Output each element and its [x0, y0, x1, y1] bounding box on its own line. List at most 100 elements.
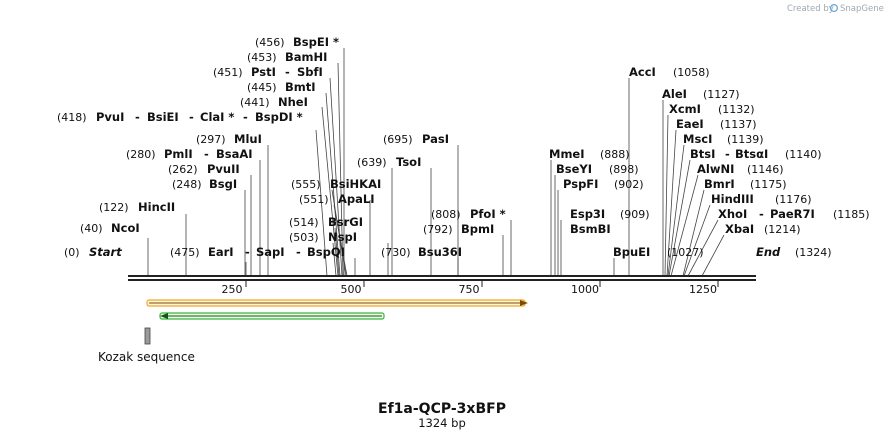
dna-backbone: [128, 275, 756, 287]
site-xcmi[interactable]: XcmI: [669, 102, 701, 116]
site-nspi[interactable]: NspI: [328, 230, 357, 244]
site-bmti[interactable]: BmtI: [285, 80, 316, 94]
backbone-top-strand: [128, 275, 756, 277]
connector-hindiii: [683, 204, 711, 277]
site-bspqi[interactable]: BspQI: [307, 245, 345, 259]
site-bamhi[interactable]: BamHI: [285, 50, 327, 64]
site-tsoi[interactable]: TsoI: [396, 155, 421, 169]
site-sbfi[interactable]: SbfI: [297, 65, 323, 79]
site-pos-alei: (1127): [703, 88, 740, 101]
connector-xcmi: [664, 114, 669, 277]
site-bsaai[interactable]: BsaAI: [216, 147, 253, 161]
site-sep-xhoi: -: [759, 207, 764, 221]
site-bspdi[interactable]: BspDI *: [255, 110, 303, 124]
site-bsmbi[interactable]: BsmBI: [570, 222, 611, 236]
site-eaei[interactable]: EaeI: [676, 117, 704, 131]
connector-bamhi: [337, 62, 344, 277]
site-sapi[interactable]: SapI: [256, 245, 285, 259]
site-bsu36i[interactable]: Bsu36I: [418, 245, 462, 259]
site-paer7i[interactable]: PaeR7I: [770, 207, 815, 221]
site-hincii[interactable]: HincII: [138, 200, 175, 214]
snapgene-watermark: Created by SnapGene: [787, 3, 884, 14]
site-sep-sapi: -: [296, 245, 301, 259]
feature-green-arrow-head: [160, 313, 168, 319]
site-pvuii[interactable]: PvuII: [207, 162, 240, 176]
site-sep-btsi: -: [725, 147, 730, 161]
connector-pvui: [315, 129, 328, 277]
site-alei[interactable]: AleI: [662, 87, 687, 101]
kozak-marker[interactable]: [144, 327, 151, 345]
site-bpuei[interactable]: BpuEI: [613, 245, 650, 259]
site-pvui[interactable]: PvuI: [96, 110, 124, 124]
tick-label: 1000: [571, 283, 599, 296]
site-pfoi[interactable]: PfoI *: [470, 207, 506, 221]
connector-eaei: [666, 129, 677, 277]
site-nhei[interactable]: NheI: [278, 95, 308, 109]
site-pos-xcmi: (1132): [718, 103, 755, 116]
site-start[interactable]: Start: [89, 245, 122, 259]
site-bsiei[interactable]: BsiEI: [147, 110, 179, 124]
site-psti[interactable]: PstI: [251, 65, 276, 79]
site-btsi[interactable]: BtsI: [690, 147, 715, 161]
site-xbai[interactable]: XbaI: [725, 222, 754, 236]
site-bsrgi[interactable]: BsrGI: [328, 215, 363, 229]
connector-bmti: [325, 92, 341, 277]
site-pos-pspfi: (902): [614, 178, 644, 191]
site-pos-bsgi: (248): [172, 178, 202, 191]
connector-psti: [329, 77, 343, 277]
site-pos-alwni: (1146): [747, 163, 784, 176]
site-sep-psti: -: [285, 65, 290, 79]
snapgene-logo-icon: [829, 3, 839, 13]
site-connector-lines: [147, 48, 725, 277]
feature-orange-arrow-head: [520, 300, 528, 306]
site-ncoi[interactable]: NcoI: [111, 221, 140, 235]
site-bsihkai[interactable]: BsiHKAI: [330, 177, 381, 191]
site-pos-nhei: (441): [240, 96, 270, 109]
feature-orange-forward[interactable]: [146, 299, 528, 307]
site-pspfi[interactable]: PspFI: [563, 177, 598, 191]
site-bsgi[interactable]: BsgI: [209, 177, 237, 191]
connector-bsrgi: [334, 227, 340, 277]
site-pos-apali: (551): [299, 193, 329, 206]
site-bspei[interactable]: BspEI *: [293, 35, 339, 49]
feature-green-reverse[interactable]: [159, 312, 385, 320]
site-pos-pvui: (418): [57, 111, 87, 124]
kozak-label: Kozak sequence: [98, 350, 195, 364]
site-pos-hindiii: (1176): [775, 193, 812, 206]
site-bmri[interactable]: BmrI: [704, 177, 735, 191]
feature-kozak[interactable]: Kozak sequence: [98, 327, 195, 364]
site-hindiii[interactable]: HindIII: [711, 192, 754, 206]
site-msci[interactable]: MscI: [683, 132, 712, 146]
site-pos-bseyi: (898): [609, 163, 639, 176]
site-mmei[interactable]: MmeI: [549, 147, 585, 161]
site-pos-bsrgi: (514): [289, 216, 319, 229]
site-sep-eari: -: [245, 245, 250, 259]
site-pos-mlui: (297): [196, 133, 226, 146]
tick-label: 750: [459, 283, 480, 296]
site-alwni[interactable]: AlwNI: [697, 162, 734, 176]
site-bseyi[interactable]: BseYI: [556, 162, 592, 176]
site-pos-btsi: (1140): [785, 148, 822, 161]
site-clai[interactable]: ClaI *: [200, 110, 234, 124]
site-pos-bmti: (445): [247, 81, 277, 94]
site-pos-acci: (1058): [673, 66, 710, 79]
site-apali[interactable]: ApaLI: [338, 192, 375, 206]
site-pos-bamhi: (453): [247, 51, 277, 64]
connector-apali: [333, 204, 348, 277]
site-acci[interactable]: AccI: [629, 65, 656, 79]
site-btsai[interactable]: BtsαI: [735, 147, 768, 161]
site-sep-clai: -: [243, 110, 248, 124]
site-pos-bsihkai: (555): [291, 178, 321, 191]
site-pmli[interactable]: PmlI: [164, 147, 193, 161]
site-pasi[interactable]: PasI: [422, 132, 449, 146]
site-pos-pasi: (695): [383, 133, 413, 146]
site-pos-msci: (1139): [727, 133, 764, 146]
site-eari[interactable]: EarI: [208, 245, 234, 259]
site-end[interactable]: End: [756, 245, 781, 259]
site-bpmi[interactable]: BpmI: [461, 222, 494, 236]
site-pos-bmri: (1175): [750, 178, 787, 191]
site-esp3i[interactable]: Esp3I: [570, 207, 605, 221]
site-xhoi[interactable]: XhoI: [718, 207, 747, 221]
site-mlui[interactable]: MluI: [234, 132, 262, 146]
backbone-bottom-strand: [128, 279, 756, 281]
